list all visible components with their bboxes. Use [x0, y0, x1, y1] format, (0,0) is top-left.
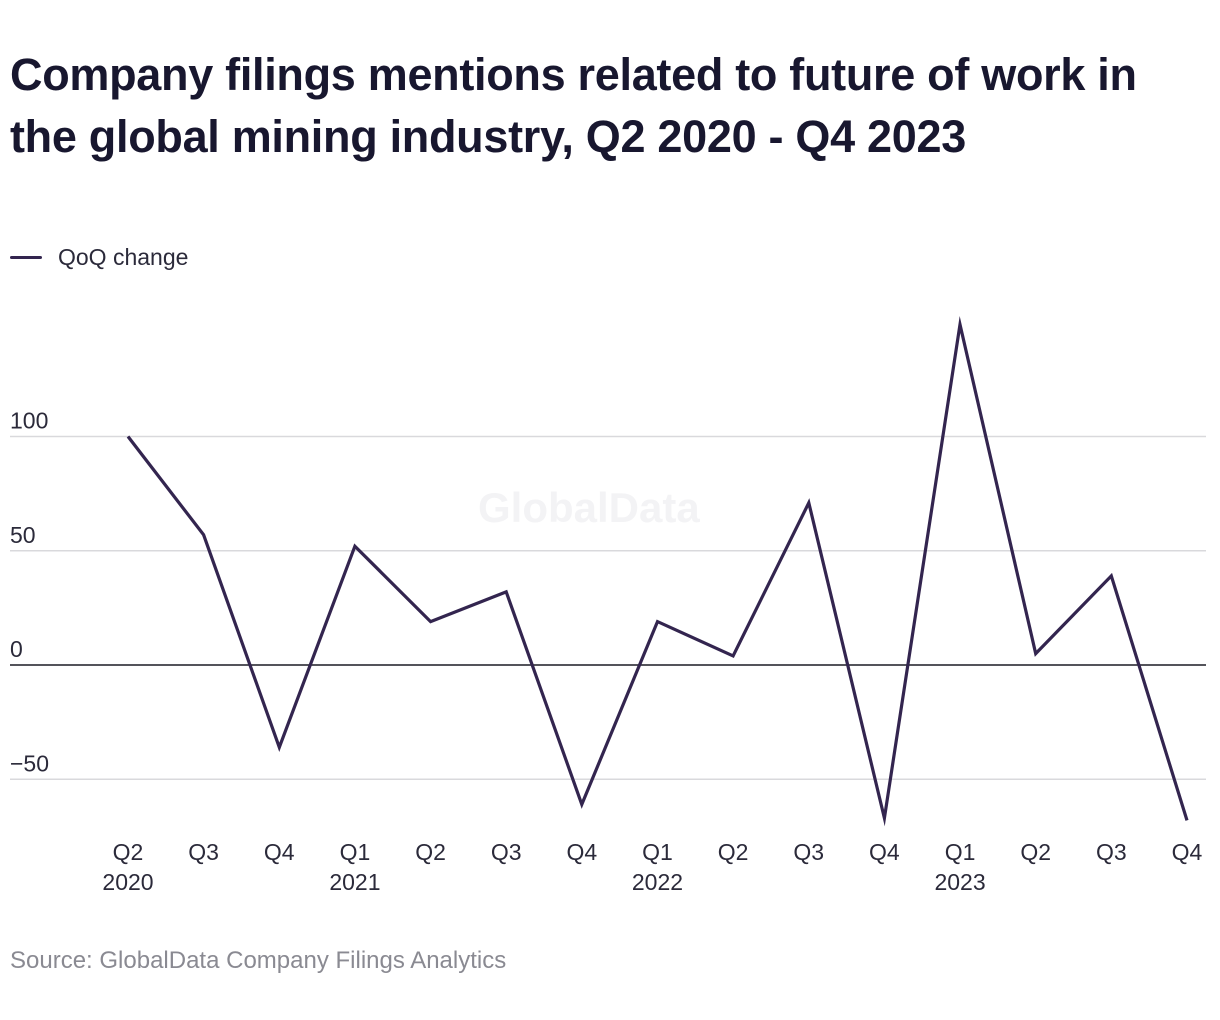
y-tick-label: 100	[10, 408, 48, 434]
source-note: Source: GlobalData Company Filings Analy…	[10, 947, 507, 974]
watermark: GlobalData	[478, 484, 700, 531]
chart-title: Company filings mentions related to futu…	[10, 49, 1137, 162]
x-axis-tick-labels: Q2 2020 Q3 Q4 Q1 2021 Q2 Q3 Q4 Q1 2022 Q2 Q3 Q4 Q1 2023…	[102, 839, 1202, 895]
series-qoq-change	[126, 315, 1189, 827]
x-tick-label: Q3	[188, 839, 219, 865]
x-tick-label: Q2	[1020, 839, 1051, 865]
x-tick-label: Q3	[491, 839, 522, 865]
x-tick-year-label: 2020	[102, 869, 153, 895]
y-axis-tick-labels: 100 50 0 −50	[10, 408, 49, 777]
x-tick-year-label: 2023	[934, 869, 985, 895]
x-tick-label: Q2	[415, 839, 446, 865]
x-tick-year-label: 2022	[632, 869, 683, 895]
x-tick-label: Q4	[566, 839, 597, 865]
x-tick-year-label: 2021	[329, 869, 380, 895]
y-tick-label: 50	[10, 522, 36, 548]
x-tick-label: Q4	[264, 839, 295, 865]
x-tick-label: Q4	[1172, 839, 1203, 865]
x-tick-label: Q2	[113, 839, 144, 865]
x-tick-label: Q4	[869, 839, 900, 865]
x-tick-label: Q1	[642, 839, 673, 865]
y-tick-label: −50	[10, 750, 49, 776]
x-tick-label: Q1	[945, 839, 976, 865]
x-tick-label: Q2	[718, 839, 749, 865]
legend-label-qoq-change: QoQ change	[58, 243, 189, 270]
legend-swatch-qoq-change	[10, 255, 42, 259]
legend: QoQ change	[10, 242, 188, 272]
x-tick-label: Q3	[1096, 839, 1127, 865]
x-tick-label: Q3	[793, 839, 824, 865]
series-line-qoq-change	[126, 315, 1189, 827]
x-tick-label: Q1	[340, 839, 371, 865]
y-tick-label: 0	[10, 636, 23, 662]
